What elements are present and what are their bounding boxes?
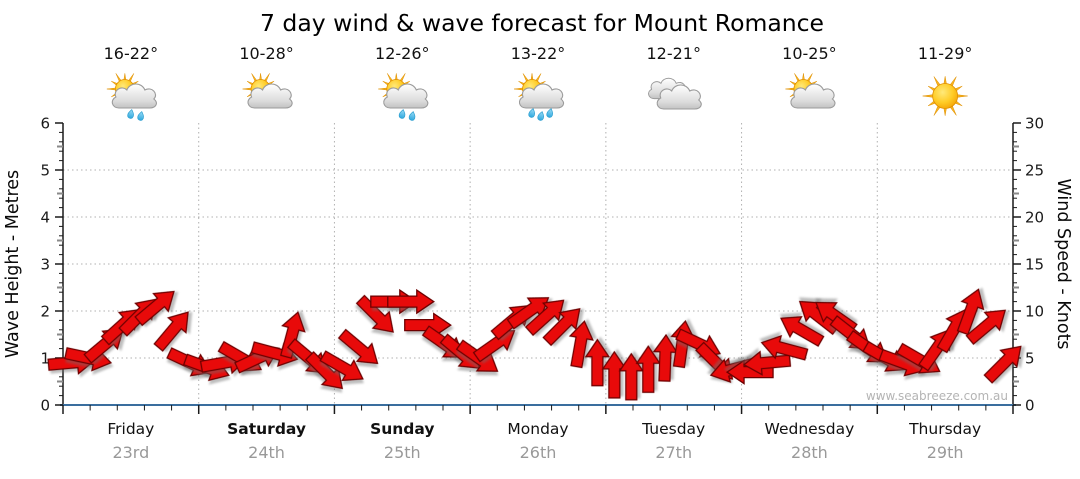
day-date-label: 25th bbox=[384, 443, 421, 462]
sun-ray bbox=[513, 87, 524, 91]
day-date-label: 27th bbox=[655, 443, 692, 462]
wind-arrow bbox=[153, 311, 189, 352]
left-axis-title: Wave Height - Metres bbox=[3, 170, 23, 358]
sun-cloud-rain-icon bbox=[378, 73, 429, 121]
page-title: 7 day wind & wave forecast for Mount Rom… bbox=[260, 9, 824, 37]
raindrop bbox=[537, 111, 544, 121]
right-tick-label: 20 bbox=[1025, 209, 1044, 227]
day-date-label: 24th bbox=[248, 443, 285, 462]
wind-arrow bbox=[956, 288, 985, 336]
right-axis-title: Wind Speed - Knots bbox=[1053, 178, 1073, 349]
day-date-label: 29th bbox=[927, 443, 964, 462]
tick-labels: 0 1 2 3 4 5 6 0 5 10 15 20 25 30 bbox=[40, 115, 1044, 415]
day-name-label: Tuesday bbox=[641, 420, 705, 438]
left-tick-label: 1 bbox=[40, 350, 50, 368]
left-tick-label: 0 bbox=[40, 397, 50, 415]
right-tick-label: 25 bbox=[1025, 162, 1044, 180]
cloud-shape bbox=[247, 83, 293, 109]
cloud-shape bbox=[111, 83, 157, 109]
cloudy-icon bbox=[648, 77, 702, 110]
wind-arrow bbox=[742, 350, 792, 376]
day-temp-range: 12-26° bbox=[375, 44, 430, 63]
sun-cloud-rain-icon bbox=[106, 73, 157, 121]
day-temp-range: 10-25° bbox=[782, 44, 837, 63]
left-tick-label: 6 bbox=[40, 115, 50, 133]
left-tick-label: 3 bbox=[40, 256, 50, 274]
day-name-label: Sunday bbox=[370, 420, 434, 438]
wind-arrow bbox=[568, 320, 594, 369]
raindrop bbox=[528, 108, 535, 118]
day-name-label: Friday bbox=[107, 420, 154, 438]
left-tick-label: 4 bbox=[40, 209, 50, 227]
wind-arrow bbox=[542, 308, 581, 347]
left-tick-label: 5 bbox=[40, 162, 50, 180]
cloud-shape bbox=[518, 83, 565, 109]
wind-arrow bbox=[404, 312, 452, 338]
right-tick-label: 5 bbox=[1025, 350, 1035, 368]
day-date-label: 23rd bbox=[112, 443, 149, 462]
right-tick-label: 10 bbox=[1025, 303, 1044, 321]
day-temp-range: 16-22° bbox=[104, 44, 159, 63]
wind-arrow bbox=[965, 309, 1007, 346]
day-name-label: Saturday bbox=[227, 420, 306, 438]
day-temp-range: 12-21° bbox=[646, 44, 701, 63]
cloud-shape bbox=[383, 83, 429, 109]
wind-arrow bbox=[506, 297, 550, 330]
raindrop bbox=[398, 109, 406, 119]
wind-arrow bbox=[780, 316, 825, 347]
raindrop bbox=[546, 108, 553, 118]
right-tick-label: 0 bbox=[1025, 397, 1035, 415]
sun-ray bbox=[106, 87, 117, 91]
sun-ray bbox=[378, 87, 389, 91]
sun-ray bbox=[785, 87, 796, 91]
wind-arrow bbox=[387, 288, 435, 315]
wind-arrow bbox=[319, 350, 364, 382]
raindrop bbox=[127, 109, 134, 119]
day-temp-range: 13-22° bbox=[511, 44, 566, 63]
sun-cloud-icon bbox=[785, 73, 836, 109]
watermark: www.seabreeze.com.au bbox=[866, 389, 1008, 403]
day-date-label: 26th bbox=[520, 443, 557, 462]
cloud-shape bbox=[656, 84, 702, 110]
sun-ray bbox=[242, 87, 253, 91]
day-temp-range: 11-29° bbox=[918, 44, 973, 63]
sunny-icon bbox=[922, 76, 968, 116]
cloud-shape bbox=[790, 83, 836, 109]
wind-arrow bbox=[635, 345, 661, 393]
day-name-label: Monday bbox=[507, 420, 568, 438]
right-tick-label: 15 bbox=[1025, 256, 1044, 274]
wind-arrow bbox=[601, 350, 628, 399]
wind-arrow bbox=[337, 328, 379, 365]
wind-arrow bbox=[983, 345, 1022, 384]
wind-arrow bbox=[584, 338, 611, 387]
wind-arrow bbox=[760, 334, 809, 361]
sun-disc bbox=[932, 83, 959, 109]
wind-arrow bbox=[652, 333, 679, 382]
raindrop bbox=[408, 111, 416, 121]
x-axis-day-labels: Friday 23rd Saturday 24th Sunday 25th Monday 26… bbox=[107, 420, 981, 462]
wind-arrow bbox=[279, 311, 306, 359]
day-header-row: 16-22° 10-28° 12-26° 13-22° 12-21° 10-25° 11-2… bbox=[104, 44, 973, 121]
sun-cloud-icon bbox=[242, 73, 293, 109]
day-date-label: 28th bbox=[791, 443, 828, 462]
wind-arrow-series bbox=[47, 288, 1022, 401]
day-name-label: Wednesday bbox=[765, 420, 855, 438]
wind-arrow bbox=[304, 351, 344, 390]
wind-arrow bbox=[524, 299, 565, 337]
left-tick-label: 2 bbox=[40, 303, 50, 321]
day-name-label: Thursday bbox=[908, 420, 981, 438]
right-tick-label: 30 bbox=[1025, 115, 1044, 133]
wind-arrow bbox=[134, 290, 175, 327]
wind-arrow bbox=[355, 294, 394, 333]
sun-cloud-showers-icon bbox=[513, 73, 565, 121]
raindrop bbox=[137, 111, 144, 121]
day-temp-range: 10-28° bbox=[239, 44, 294, 63]
